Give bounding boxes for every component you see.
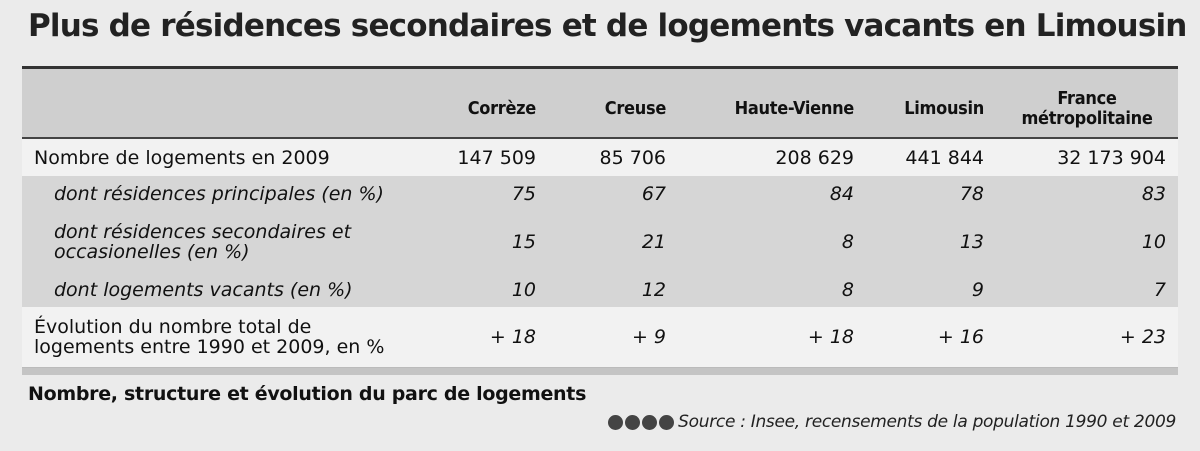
data-table: Corrèze Creuse Haute-Vienne Limousin Fra… xyxy=(22,66,1178,375)
cell-value: 15 xyxy=(511,231,536,253)
page-title: Plus de résidences secondaires et de log… xyxy=(28,8,1187,44)
row-label-secondaires: dont résidences secondaires et occasione… xyxy=(22,212,442,272)
row-label-line2: logements entre 1990 et 2009, en % xyxy=(34,336,385,358)
cell-value: 10 xyxy=(1141,231,1166,253)
housing-table-body: Nombre de logements en 2009 147 509 85 7… xyxy=(22,139,1178,367)
header-france-metropolitaine: France métropolitaine xyxy=(996,69,1178,137)
row-label-total: Nombre de logements en 2009 xyxy=(34,146,330,169)
header-haute-vienne: Haute-Vienne xyxy=(734,98,855,119)
table-row: Évolution du nombre total de logements e… xyxy=(22,307,1178,367)
cell-value: 21 xyxy=(641,231,666,253)
cell-value: + 16 xyxy=(937,326,984,348)
dot-icon xyxy=(625,414,641,430)
cell-value: 13 xyxy=(959,231,984,253)
cell-value: 9 xyxy=(971,278,984,301)
header-france-line2: métropolitaine xyxy=(1021,108,1153,129)
bullet-dots-icon xyxy=(608,414,675,430)
housing-table: Corrèze Creuse Haute-Vienne Limousin Fra… xyxy=(22,69,1178,137)
row-label-line1: dont résidences secondaires et xyxy=(54,221,352,243)
table-row: Nombre de logements en 2009 147 509 85 7… xyxy=(22,139,1178,176)
row-label-line1: Évolution du nombre total de xyxy=(34,316,312,338)
header-row: Corrèze Creuse Haute-Vienne Limousin Fra… xyxy=(22,69,1178,137)
table-caption: Nombre, structure et évolution du parc d… xyxy=(28,383,587,405)
cell-value: 83 xyxy=(1141,183,1166,205)
table-bottom-rule xyxy=(22,367,1178,375)
cell-value: + 9 xyxy=(631,326,666,348)
table-row: dont résidences secondaires et occasione… xyxy=(22,212,1178,272)
cell-value: 85 706 xyxy=(599,146,666,169)
header-creuse: Creuse xyxy=(604,98,667,119)
cell-value: 78 xyxy=(959,183,984,205)
cell-value: 84 xyxy=(829,183,854,205)
header-france-line1: France xyxy=(1057,88,1117,109)
row-label-evolution: Évolution du nombre total de logements e… xyxy=(22,307,442,367)
cell-value: 208 629 xyxy=(775,146,854,169)
dot-icon xyxy=(659,414,675,430)
dot-icon xyxy=(642,414,658,430)
cell-value: + 18 xyxy=(807,326,854,348)
cell-value: 10 xyxy=(511,278,536,301)
header-empty xyxy=(22,69,442,137)
cell-value: 8 xyxy=(841,278,854,301)
cell-value: 12 xyxy=(641,278,666,301)
source-note: Source : Insee, recensements de la popul… xyxy=(608,412,1176,432)
header-limousin: Limousin xyxy=(904,98,984,119)
cell-value: + 23 xyxy=(1119,326,1166,348)
cell-value: + 18 xyxy=(489,326,536,348)
cell-value: 67 xyxy=(641,183,666,205)
header-correze: Corrèze xyxy=(467,98,537,119)
row-label-principales: dont résidences principales (en %) xyxy=(54,183,384,205)
cell-value: 147 509 xyxy=(457,146,536,169)
row-label-line2: occasionelles (en %) xyxy=(54,241,250,263)
cell-value: 441 844 xyxy=(905,146,984,169)
cell-value: 32 173 904 xyxy=(1057,146,1166,169)
cell-value: 8 xyxy=(841,231,854,253)
row-label-vacants: dont logements vacants (en %) xyxy=(54,278,353,301)
table-header-rule xyxy=(22,137,1178,139)
cell-value: 75 xyxy=(511,183,536,205)
table-top-rule xyxy=(22,66,1178,69)
dot-icon xyxy=(608,414,624,430)
source-text: Source : Insee, recensements de la popul… xyxy=(678,412,1176,432)
table-row: dont logements vacants (en %) 10 12 8 9 … xyxy=(22,272,1178,307)
table-row: dont résidences principales (en %) 75 67… xyxy=(22,176,1178,212)
cell-value: 7 xyxy=(1153,278,1166,301)
